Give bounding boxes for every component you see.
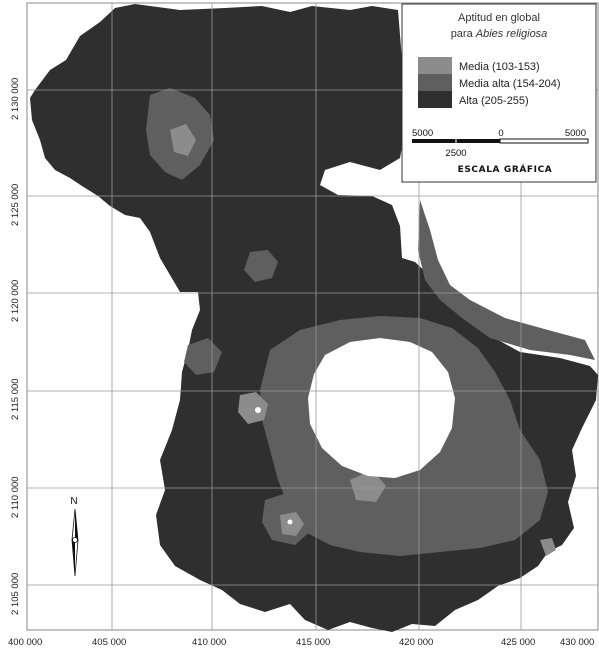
x-tick-label: 410 000 <box>192 637 226 648</box>
legend-item-label: Media (103-153) <box>459 61 540 73</box>
x-tick-label: 400 000 <box>8 637 42 648</box>
y-tick-label: 2 120 000 <box>10 280 21 322</box>
north-arrow: N <box>70 496 79 577</box>
x-tick-label: 405 000 <box>92 637 126 648</box>
scale-sub-label: 2500 <box>445 148 466 159</box>
legend-title-line1: Aptitud en global <box>458 12 540 24</box>
y-tick-label: 2 105 000 <box>10 573 21 615</box>
region-media-alta-west <box>184 338 222 375</box>
y-axis-labels: 2 130 000 2 125 000 2 120 000 2 115 000 … <box>10 78 21 615</box>
y-tick-label: 2 125 000 <box>10 184 21 226</box>
region-media-alta-east <box>418 200 595 360</box>
y-tick-label: 2 115 000 <box>10 378 21 420</box>
legend: Aptitud en global para Abies religiosa M… <box>401 3 597 183</box>
region-media-3 <box>170 124 196 156</box>
peak-marker <box>255 407 261 413</box>
x-axis-labels: 400 000 405 000 410 000 415 000 420 000 … <box>8 637 594 648</box>
legend-swatch-alta <box>418 91 452 108</box>
central-white-area <box>308 338 455 478</box>
region-media-5 <box>350 470 386 502</box>
scale-right-label: 5000 <box>565 128 586 139</box>
legend-title-line2: para Abies religiosa <box>451 28 548 40</box>
scale-bar: 5000 0 5000 2500 ESCALA GRÁFICA <box>412 128 589 175</box>
region-media-alta-center <box>244 250 278 282</box>
legend-item-label: Alta (205-255) <box>459 95 529 107</box>
y-tick-label: 2 110 000 <box>10 476 21 518</box>
peak-marker <box>287 519 293 525</box>
x-tick-label: 430 000 <box>560 637 594 648</box>
region-media-4 <box>540 538 556 556</box>
region-media-2 <box>280 512 304 536</box>
legend-box <box>401 3 597 183</box>
x-tick-label: 425 000 <box>501 637 535 648</box>
legend-swatch-media-alta <box>418 74 452 91</box>
region-media-1 <box>238 392 268 424</box>
scale-center-label: 0 <box>498 128 503 139</box>
legend-swatch-media <box>418 57 452 74</box>
x-tick-label: 420 000 <box>399 637 433 648</box>
scale-title: ESCALA GRÁFICA <box>458 163 553 175</box>
scale-left-label: 5000 <box>412 128 433 139</box>
scale-segment-right <box>499 138 589 144</box>
x-tick-label: 415 000 <box>296 637 330 648</box>
legend-item-label: Media alta (154-204) <box>459 78 561 90</box>
north-label: N <box>70 496 77 507</box>
y-tick-label: 2 130 000 <box>10 78 21 120</box>
